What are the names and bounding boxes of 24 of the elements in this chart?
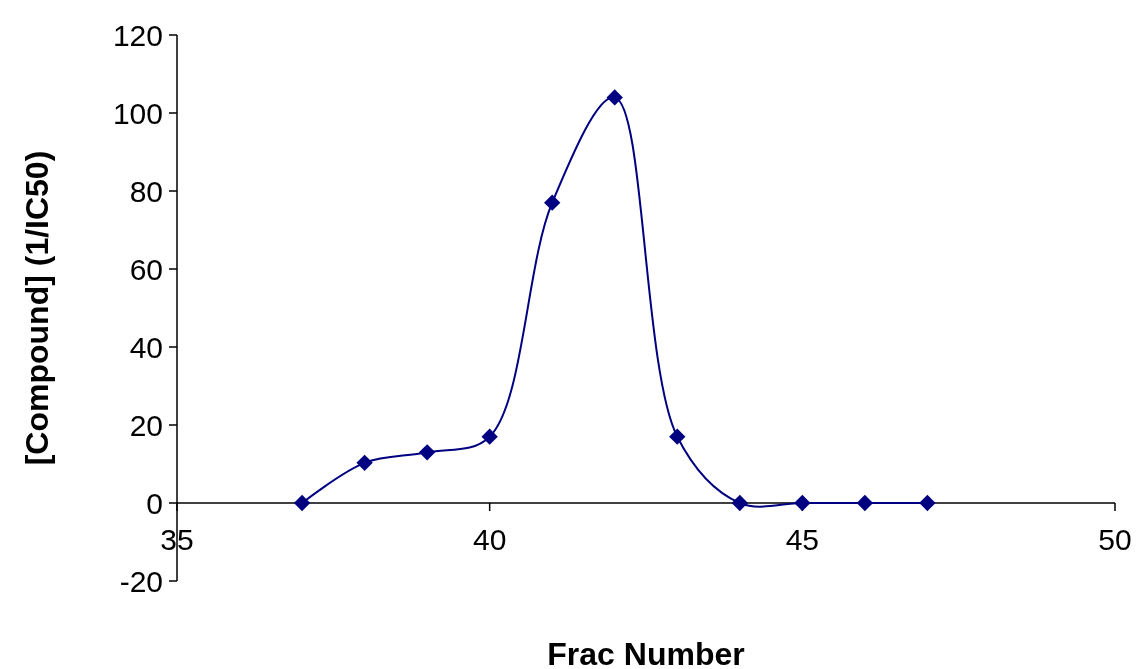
point [356,454,373,471]
point [669,428,686,445]
point [606,89,623,106]
x-axis-title: Frac Number [547,636,745,669]
y-tick-label: 80 [129,174,163,208]
x-tick-label: 50 [1098,523,1132,556]
y-axis-title: [Compound] (1/IC50) [19,150,55,466]
point [481,428,498,445]
y-tick-label: 60 [129,252,163,286]
point [731,494,748,512]
point [794,494,811,512]
point [293,494,311,512]
point [544,194,561,211]
x-tick-label: 45 [785,523,820,556]
y-tick-label: -20 [119,564,163,598]
y-tick-label: 100 [112,96,163,130]
y-tick-label: 20 [129,408,163,442]
y-tick-label: 120 [112,18,163,52]
point [418,444,436,461]
y-tick-label: 40 [129,330,163,364]
point [919,494,936,512]
point [856,494,874,512]
x-tick-label: 40 [472,523,507,556]
y-tick-label: 0 [146,486,163,520]
